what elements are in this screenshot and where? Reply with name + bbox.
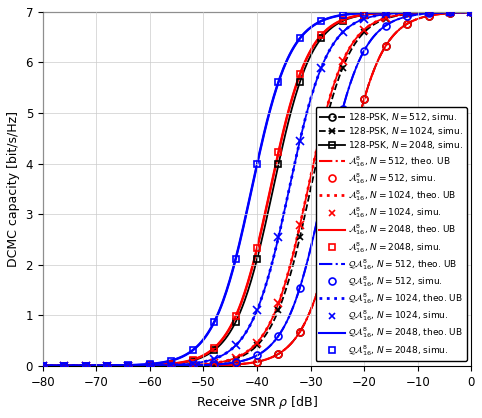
X-axis label: Receive SNR $\rho$ [dB]: Receive SNR $\rho$ [dB] [196, 394, 318, 411]
Legend: 128-PSK, $N = 512$, simu., 128-PSK, $N = 1024$, simu., 128-PSK, $N = 2048$, simu: 128-PSK, $N = 512$, simu., 128-PSK, $N =… [316, 107, 467, 361]
Y-axis label: DCMC capacity [bit/s/Hz]: DCMC capacity [bit/s/Hz] [7, 111, 20, 267]
